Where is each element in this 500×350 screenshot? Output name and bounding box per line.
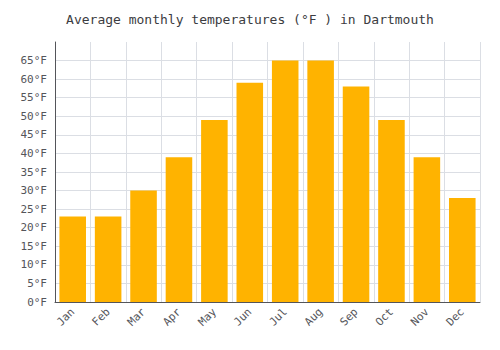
svg-text:30°F: 30°F [21,184,48,197]
svg-text:Aug: Aug [302,305,325,328]
svg-text:Jun: Jun [231,305,254,328]
svg-text:May: May [196,305,219,328]
svg-text:20°F: 20°F [21,221,48,234]
svg-text:Oct: Oct [373,305,396,328]
svg-text:40°F: 40°F [21,147,48,160]
svg-text:Jul: Jul [267,305,290,328]
svg-text:Dec: Dec [444,305,467,328]
svg-text:15°F: 15°F [21,240,48,253]
svg-text:Feb: Feb [89,305,112,328]
svg-text:Mar: Mar [125,305,148,328]
svg-text:10°F: 10°F [21,258,48,271]
svg-text:35°F: 35°F [21,166,48,179]
svg-text:5°F: 5°F [27,277,47,290]
svg-text:50°F: 50°F [21,110,48,123]
svg-text:Jan: Jan [54,305,77,328]
svg-text:Apr: Apr [160,305,183,328]
svg-text:Nov: Nov [408,305,431,328]
svg-text:Sep: Sep [337,305,360,328]
svg-text:55°F: 55°F [21,91,48,104]
svg-text:60°F: 60°F [21,73,48,86]
svg-text:45°F: 45°F [21,128,48,141]
svg-text:Average monthly temperatures (: Average monthly temperatures (°F ) in Da… [66,12,434,27]
svg-text:0°F: 0°F [27,296,47,309]
svg-text:25°F: 25°F [21,203,48,216]
svg-text:65°F: 65°F [21,54,48,67]
